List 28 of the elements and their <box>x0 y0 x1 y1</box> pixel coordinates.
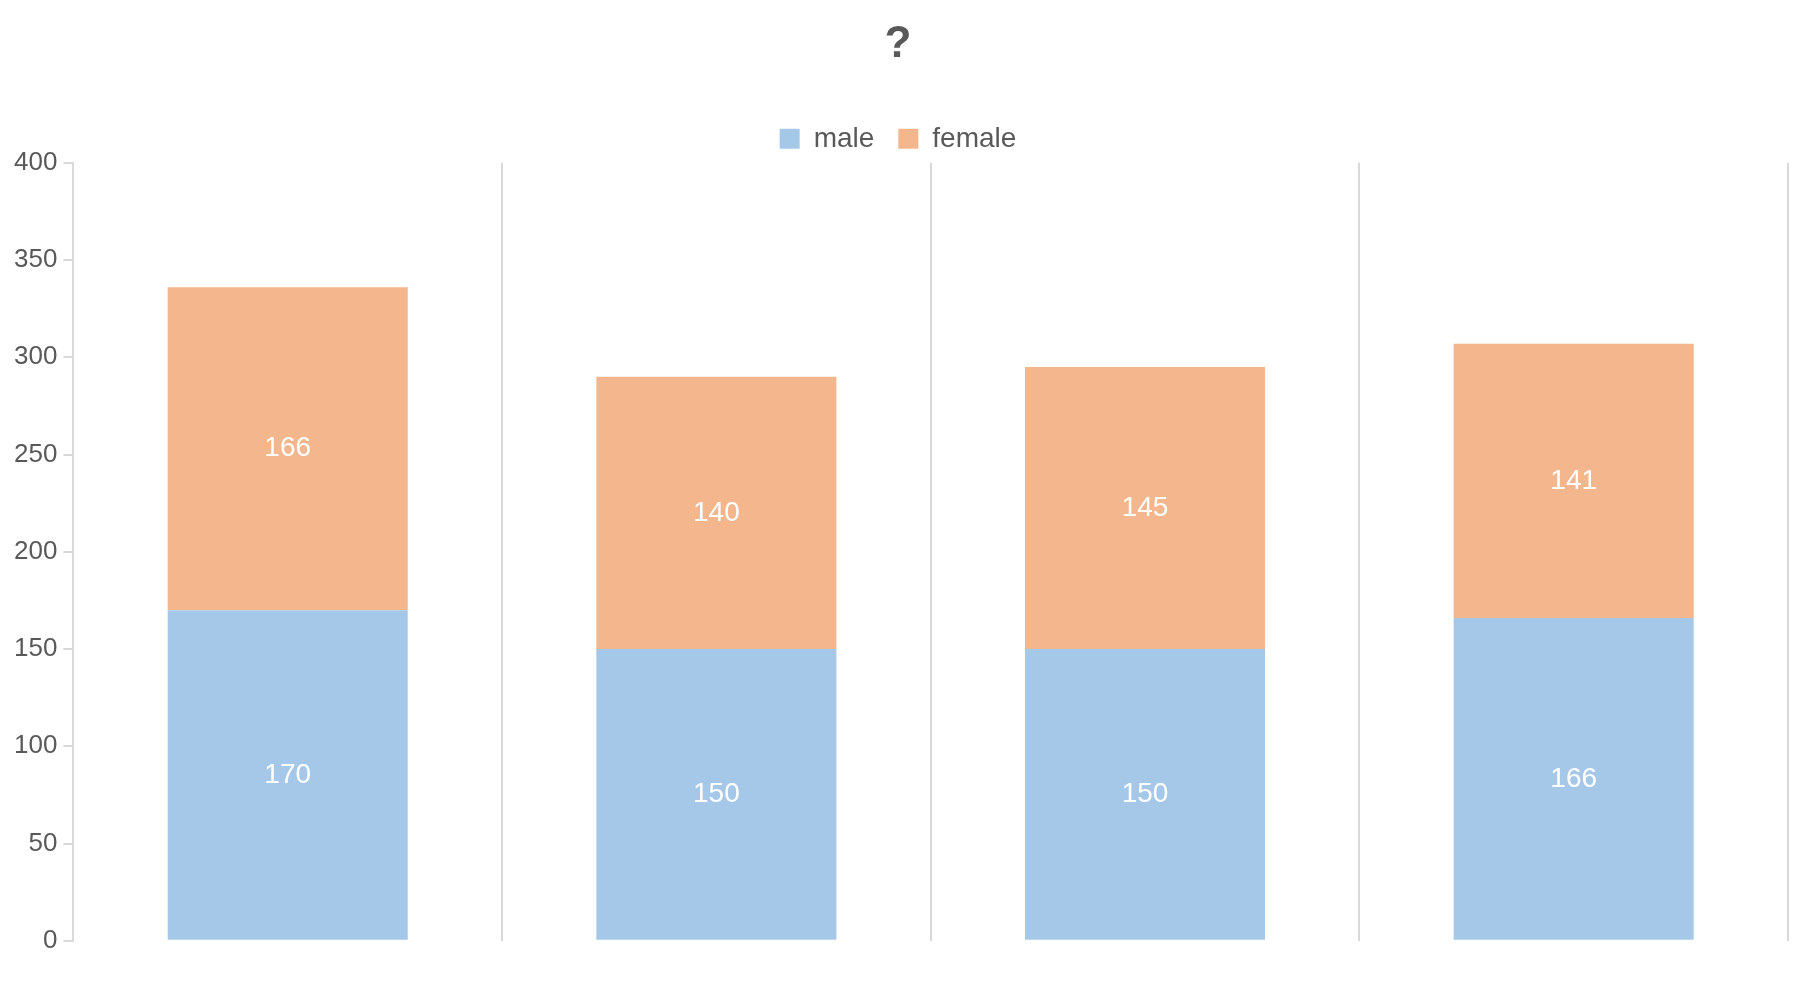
y-tick-label: 50 <box>28 826 58 857</box>
y-tick-label: 300 <box>13 340 58 371</box>
chart-title: ? <box>884 16 912 66</box>
bar <box>1024 649 1266 940</box>
bar <box>596 376 837 650</box>
bar <box>167 287 408 611</box>
data-label: 150 <box>693 777 740 809</box>
data-label: 140 <box>693 495 740 527</box>
legend-label: female <box>932 121 1017 153</box>
data-label: 170 <box>264 757 312 789</box>
bar <box>1024 367 1266 650</box>
y-tick-label: 0 <box>42 923 58 954</box>
data-label: 166 <box>1550 761 1598 793</box>
bar <box>167 610 408 940</box>
y-tick-label: 100 <box>13 729 58 760</box>
bar <box>1453 617 1694 940</box>
y-tick-label: 250 <box>13 437 58 468</box>
y-tick-label: 150 <box>13 632 58 663</box>
data-label: 141 <box>1550 463 1598 495</box>
y-tick-label: 200 <box>13 534 58 565</box>
y-tick-label: 350 <box>13 243 58 274</box>
legend-label: male <box>813 121 875 153</box>
bar <box>1453 343 1694 618</box>
y-tick-label: 400 <box>13 145 58 176</box>
data-label: 166 <box>264 431 312 463</box>
data-label: 145 <box>1121 490 1169 522</box>
data-label: 150 <box>1121 777 1169 809</box>
bar <box>596 649 837 940</box>
